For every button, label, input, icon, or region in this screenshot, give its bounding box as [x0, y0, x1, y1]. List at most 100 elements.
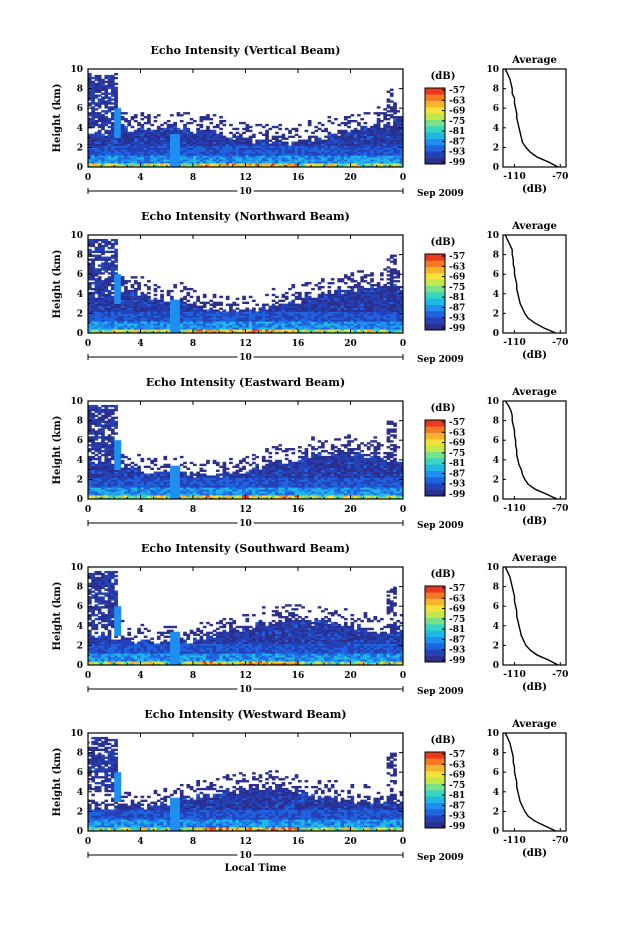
heatmap-cell [97, 284, 102, 287]
heatmap-cell [357, 155, 361, 158]
heatmap-cell [380, 127, 384, 131]
heatmap-cell [301, 317, 305, 320]
heatmap-cell [156, 309, 161, 312]
heatmap-cell [307, 163, 312, 166]
heatmap-cell [97, 82, 102, 86]
y-tick-label: 6 [77, 104, 83, 114]
heatmap-cell [133, 319, 138, 322]
heatmap-cell [163, 301, 168, 304]
heatmap-cell [104, 151, 109, 154]
heatmap-cell [186, 303, 191, 306]
heatmap-cell [147, 149, 151, 152]
y-axis-label: Height (km) [52, 416, 63, 485]
heatmap-cell [334, 331, 338, 334]
heatmap-cell [393, 329, 397, 332]
heatmap-cell [170, 141, 174, 144]
heatmap-cell [347, 139, 351, 142]
heatmap-cell [91, 329, 95, 332]
heatmap-cell [124, 131, 128, 135]
heatmap-cell [114, 98, 118, 101]
heatmap-cell [120, 282, 125, 285]
heatmap-cell [278, 307, 282, 310]
heatmap-cell [209, 323, 214, 326]
heatmap-cell [353, 309, 358, 312]
heatmap-cell [376, 157, 381, 160]
heatmap-cell [301, 149, 305, 152]
colorbar-swatch [425, 119, 445, 127]
x-tick-label: 4 [137, 173, 143, 183]
heatmap-cell [104, 313, 109, 316]
heatmap-cell [340, 329, 345, 332]
heatmap-cell [88, 133, 92, 137]
heatmap-cell [275, 159, 279, 162]
heatmap-cell [101, 86, 105, 89]
heatmap-cell [88, 112, 92, 115]
heatmap-cell [304, 307, 309, 310]
heatmap-cell [186, 163, 191, 166]
heatmap-cell [104, 289, 109, 293]
heatmap-cell [153, 116, 158, 119]
heatmap-cell [389, 151, 394, 154]
heatmap-cell [137, 295, 141, 299]
heatmap-cell [215, 309, 220, 312]
heatmap-cell [88, 264, 92, 267]
heatmap-cell [107, 325, 112, 328]
heatmap-cell [124, 118, 128, 121]
heatmap-cell [150, 133, 155, 137]
heatmap-cell [173, 161, 177, 164]
heatmap-cell [238, 143, 243, 146]
heatmap-cell [271, 143, 276, 146]
heatmap-cell [373, 327, 378, 330]
heatmap-cell [120, 489, 125, 492]
heatmap-cell [88, 487, 92, 490]
heatmap-cell [215, 135, 220, 138]
heatmap-cell [101, 426, 105, 429]
heatmap-cell [186, 153, 191, 156]
x-tick-label: 0 [85, 173, 91, 183]
heatmap-cell [255, 155, 260, 158]
heatmap-cell [353, 297, 358, 301]
heatmap-cell [196, 137, 200, 140]
heatmap-cell [291, 303, 296, 306]
heatmap-cell [170, 157, 174, 160]
heatmap-cell [117, 137, 122, 140]
heatmap-cell [133, 289, 138, 293]
heatmap-cell [376, 299, 381, 303]
heatmap-cell [104, 420, 109, 423]
heatmap-cell [360, 139, 365, 142]
heatmap-cell [343, 289, 348, 293]
heatmap-cell [389, 116, 394, 119]
heatmap-cell [399, 133, 404, 137]
heatmap-cell [110, 143, 115, 146]
heatmap-cell [97, 131, 102, 135]
heatmap-cell [91, 258, 95, 261]
heatmap-cell [193, 153, 197, 156]
heatmap-cell [97, 114, 102, 117]
heatmap-cell [88, 418, 92, 421]
heatmap-cell [393, 119, 397, 123]
heatmap-cell [320, 305, 325, 308]
heatmap-cell [140, 118, 145, 121]
heatmap-cell [337, 123, 342, 127]
heatmap-cell [88, 82, 92, 86]
heatmap-cell [94, 102, 99, 105]
heatmap-cell [179, 161, 184, 164]
heatmap-cell [163, 303, 168, 306]
heatmap-cell [97, 90, 102, 93]
heatmap-cell [110, 135, 115, 138]
heatmap-cell [255, 145, 260, 148]
heatmap-cell [110, 451, 115, 455]
heatmap-cell [255, 163, 260, 166]
heatmap-cell [386, 299, 391, 303]
heatmap-cell [343, 317, 348, 320]
heatmap-cell [357, 301, 361, 304]
heatmap-cell [183, 129, 187, 133]
heatmap-cell [97, 457, 102, 461]
heatmap-cell [163, 319, 168, 322]
heatmap-cell [117, 331, 122, 334]
heatmap-cell [140, 127, 145, 131]
heatmap-cell [199, 309, 204, 312]
heatmap-cell [376, 289, 381, 293]
heatmap-cell [347, 137, 351, 140]
heatmap-cell [163, 155, 168, 158]
